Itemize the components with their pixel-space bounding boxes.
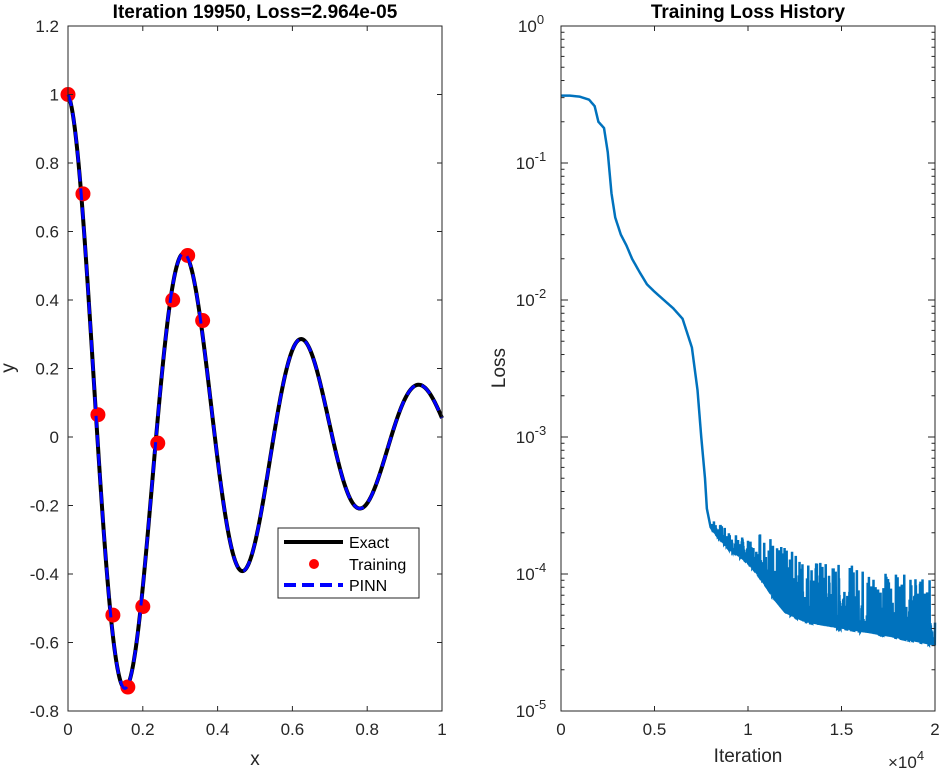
- y-tick-label: 0.6: [35, 223, 59, 242]
- right-ticks: 0 0.5 1 1.5 2 10-5 10-4 10-3 10-2 10-1 100: [516, 12, 940, 739]
- x-exponent-label: ×104: [888, 748, 924, 771]
- y-tick-label: -0.6: [30, 634, 59, 653]
- left-x-axis-label: x: [250, 749, 260, 770]
- svg-text:×104: ×104: [888, 748, 924, 771]
- legend-training-swatch: [309, 559, 319, 569]
- x-tick-label: 0: [63, 720, 72, 739]
- left-axes: Iteration 19950, Loss=2.964e-05 0 0.2 0.4 0…: [0, 2, 447, 770]
- x-tick-label: 2: [930, 720, 939, 739]
- y-tick-label: 1.2: [35, 17, 59, 36]
- training-point: [195, 313, 211, 329]
- x-tick-label: 0.8: [355, 720, 379, 739]
- x-exponent-base: ×10: [888, 753, 917, 771]
- loss-line: [561, 94, 937, 649]
- training-point: [135, 599, 151, 615]
- right-axes: Training Loss History 0 0.5 1 1.5 2 10-5 10-4 1…: [489, 2, 940, 771]
- x-tick-label: 0.2: [131, 720, 155, 739]
- training-point: [90, 407, 106, 423]
- x-tick-label: 0.6: [281, 720, 305, 739]
- x-tick-label: 0: [556, 720, 565, 739]
- y-tick-label: 10-2: [516, 286, 546, 310]
- pinn-line: [66, 93, 444, 690]
- right-chart-title: Training Loss History: [651, 2, 846, 23]
- x-tick-label: 1: [437, 720, 446, 739]
- legend-exact-label: Exact: [349, 535, 390, 552]
- y-tick-label: 100: [518, 12, 544, 36]
- left-ticks: 0 0.2 0.4 0.6 0.8 1 -0.8 -0.6 -0.4 -0.2 0 0.2 0.4 0.6…: [30, 17, 447, 739]
- training-point: [75, 186, 91, 202]
- x-tick-label: 0.4: [206, 720, 230, 739]
- x-tick-label: 1.5: [830, 720, 854, 739]
- legend-box: [277, 527, 420, 599]
- training-point: [180, 247, 196, 263]
- y-tick-label: 1: [50, 86, 59, 105]
- training-point: [105, 607, 121, 623]
- x-exponent-power: 4: [917, 748, 924, 763]
- right-x-axis-label: Iteration: [714, 746, 783, 767]
- y-tick-label: -0.2: [30, 497, 59, 516]
- y-tick-label: 0: [50, 428, 59, 447]
- right-plot-area: [561, 94, 937, 649]
- y-tick-label: 0.2: [35, 360, 59, 379]
- training-point: [165, 292, 181, 308]
- x-tick-label: 1: [743, 720, 752, 739]
- y-tick-label: 0.8: [35, 154, 59, 173]
- legend-pinn-label: PINN: [349, 578, 387, 595]
- training-point: [120, 679, 136, 695]
- legend-training-label: Training: [349, 557, 406, 574]
- y-tick-label: 10-4: [516, 560, 546, 584]
- x-tick-label: 0.5: [643, 720, 667, 739]
- right-y-axis-label: Loss: [489, 348, 510, 388]
- training-point: [150, 435, 166, 451]
- y-tick-label: 10-5: [516, 697, 546, 721]
- legend: Exact Training PINN: [277, 527, 420, 599]
- y-tick-label: 10-1: [516, 149, 546, 173]
- y-tick-label: 10-3: [516, 423, 546, 447]
- y-tick-label: -0.8: [30, 702, 59, 721]
- left-plot-area: [60, 87, 444, 695]
- left-chart-title: Iteration 19950, Loss=2.964e-05: [113, 2, 398, 23]
- y-tick-label: -0.4: [30, 565, 59, 584]
- y-tick-label: 0.4: [35, 291, 59, 310]
- left-y-axis-label: y: [0, 363, 19, 373]
